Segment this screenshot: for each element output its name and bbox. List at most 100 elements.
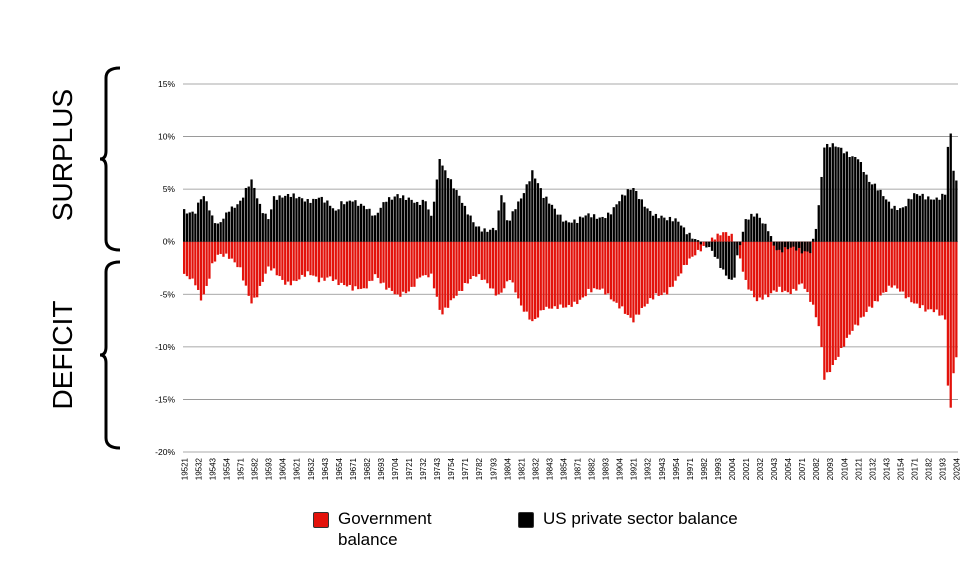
bar [921,241,924,306]
bar [896,241,899,289]
bar [292,193,295,242]
bar [247,186,250,242]
bar [859,241,863,318]
bar [854,241,857,325]
bar [781,241,784,293]
bar [862,172,865,242]
bar [261,213,264,242]
x-tick-label: 20182 [925,457,934,480]
bar [503,241,506,289]
bar [191,211,194,242]
bar [449,179,453,242]
bar [654,241,658,294]
bar [525,241,528,312]
bar [724,232,728,242]
bar [477,226,481,242]
bar [331,241,335,281]
bar [455,190,458,242]
bar [222,218,225,242]
bar [640,199,643,242]
bar [475,226,478,242]
bar [607,241,610,294]
x-tick-label: 19982 [700,457,709,480]
private-sector-series [183,133,958,280]
bar [584,241,587,297]
bar [851,241,854,331]
bar [281,197,284,242]
x-tick-label: 19543 [209,457,218,480]
bar [663,217,666,242]
bar [469,215,472,242]
bar [264,241,267,274]
bar [893,241,896,286]
bar [952,170,955,242]
bar [185,213,189,242]
bar [284,195,287,242]
bar [270,209,273,242]
bar [817,241,820,327]
bar [550,241,554,309]
bar [623,241,627,314]
bar [427,209,430,242]
bar [688,241,691,259]
x-tick-label: 20171 [911,457,920,480]
bar [390,241,394,291]
bar [275,199,278,242]
bar [233,241,236,263]
bar [842,153,846,242]
bar [562,221,565,242]
bar [185,241,189,277]
bar [421,241,424,276]
bar [250,241,253,304]
bar [564,220,568,242]
bar [862,241,865,317]
bar [876,241,879,302]
bar [418,241,422,278]
x-tick-label: 19821 [517,457,526,480]
bar [340,241,343,283]
x-tick-label: 19921 [630,457,639,480]
bar [545,241,548,307]
bar [570,222,573,242]
bar [466,214,469,242]
bar [651,241,655,300]
bar [399,198,402,242]
bar [814,228,818,242]
bar [806,241,809,293]
bar [943,241,947,320]
bar [359,203,363,242]
bar [753,216,756,242]
bar [194,241,197,286]
bar [598,217,601,242]
bar [514,241,517,293]
bar [286,241,290,282]
bar [955,241,958,358]
bar [778,241,781,287]
bar [615,241,618,303]
bar [769,236,773,242]
government-legend-label: Government balance [338,509,432,549]
bar [727,235,731,242]
bar [946,241,950,386]
bar [253,187,256,242]
bar [845,151,848,242]
bar [435,241,439,297]
bar [421,199,424,242]
bar [489,241,492,289]
bar [326,241,329,278]
x-tick-label: 19882 [588,457,597,480]
bar [241,241,245,281]
bar [674,241,677,281]
bar [197,241,200,290]
bar [859,162,863,242]
bar [626,241,629,316]
bar [609,241,613,300]
bar [553,241,556,307]
bar [800,241,804,254]
bar [545,196,548,242]
bar [373,215,377,242]
bar [256,241,259,298]
bar [323,241,326,281]
bar [924,241,927,312]
x-tick-label: 19793 [489,457,498,480]
